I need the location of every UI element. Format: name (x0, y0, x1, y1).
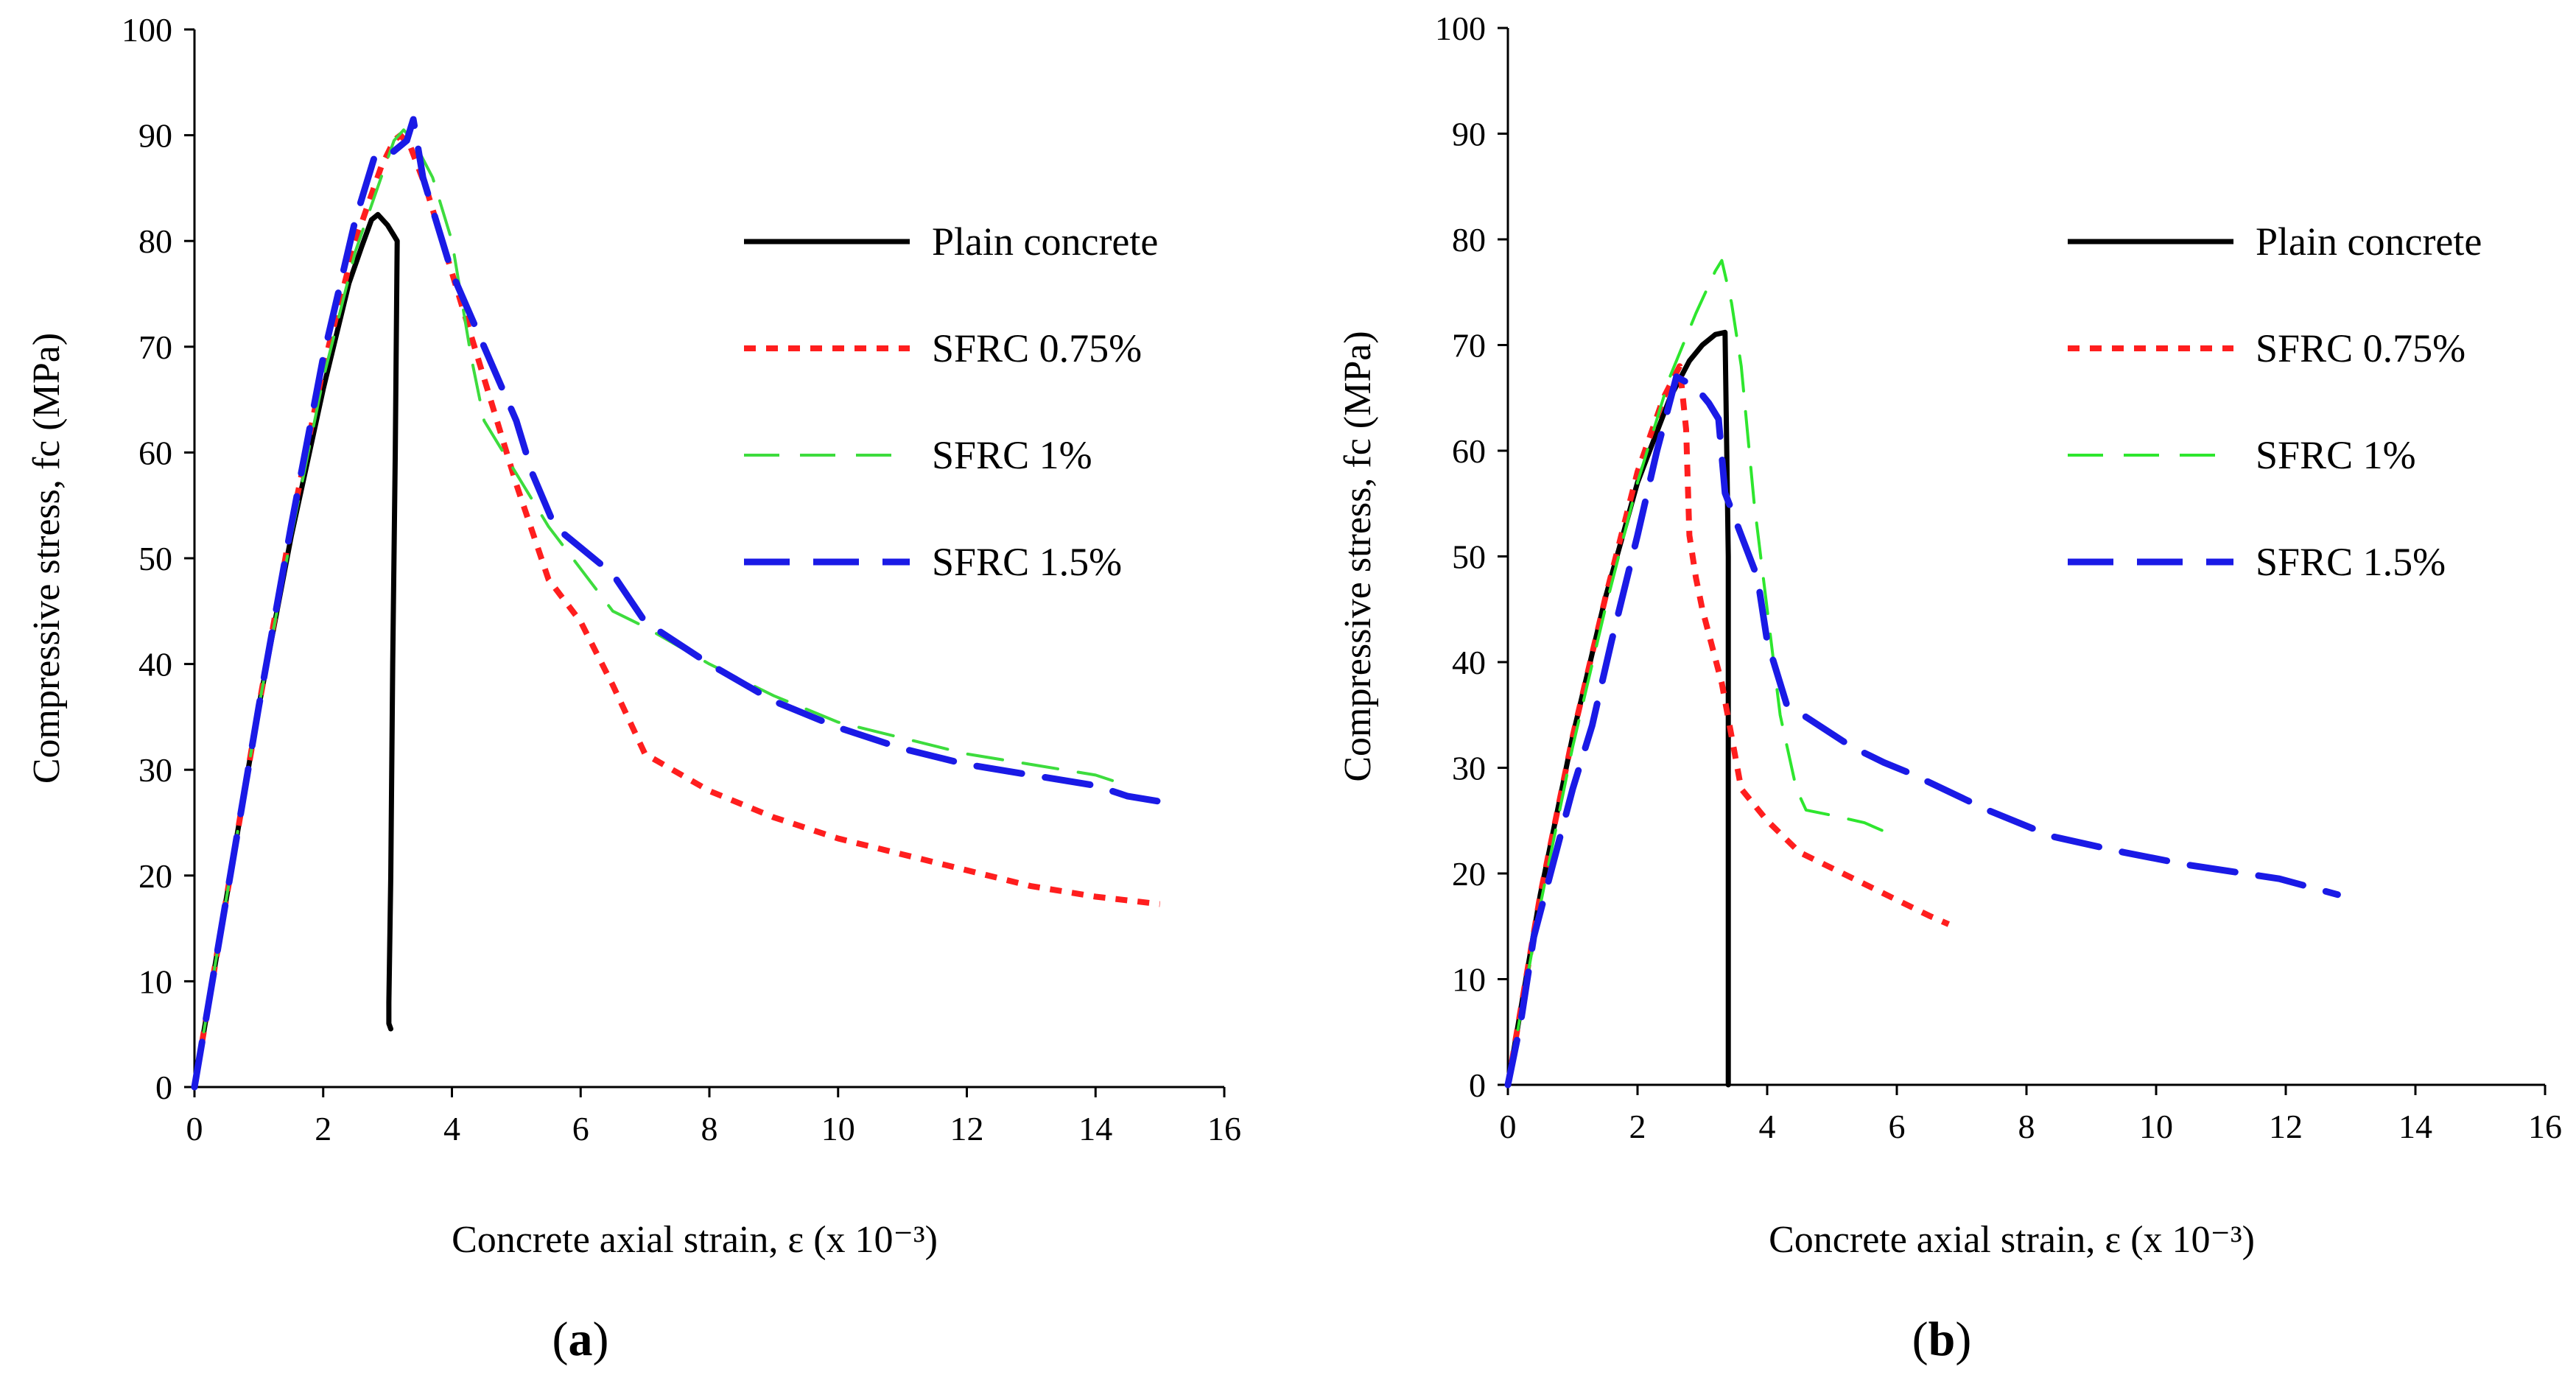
y-tick-label: 10 (1452, 961, 1486, 999)
series-line-sfrc-1-5- (1504, 373, 2341, 1089)
y-tick-label: 90 (138, 117, 172, 155)
panel-label: (a) (552, 1312, 609, 1366)
y-tick-label: 80 (1452, 221, 1486, 259)
series-line-plain-concrete (1505, 329, 1731, 1088)
y-tick-label: 10 (138, 963, 172, 1000)
x-tick-label: 14 (2398, 1108, 2432, 1145)
x-tick-label: 2 (315, 1110, 331, 1147)
y-tick-label: 40 (138, 646, 172, 683)
y-tick-label: 60 (138, 434, 172, 471)
x-tick-label: 0 (1500, 1108, 1517, 1145)
series-line-sfrc-0-75- (1505, 363, 1950, 1086)
y-tick-label: 50 (138, 540, 172, 577)
x-tick-label: 12 (2269, 1108, 2303, 1145)
x-tick-label: 4 (1759, 1108, 1776, 1145)
x-tick-label: 2 (1629, 1108, 1646, 1145)
x-tick-label: 4 (443, 1110, 460, 1147)
y-tick-label: 20 (1452, 855, 1486, 893)
y-tick-label: 90 (1452, 116, 1486, 153)
chart-panel-b: 0 10 20 30 40 50 60 70 80 90 100 0 2 4 6 8 10 12 14 16 Compr… (1337, 10, 2562, 1366)
x-tick-label: 10 (2139, 1108, 2173, 1145)
x-axis-title: Concrete axial strain, ε (x 10⁻³) (452, 1219, 938, 1261)
y-tick-label: 100 (1435, 10, 1486, 47)
y-tick-label: 0 (155, 1069, 172, 1106)
y-tick-label: 70 (1452, 327, 1486, 365)
x-tick-label: 14 (1078, 1110, 1112, 1147)
x-tick-label: 6 (1889, 1108, 1906, 1145)
y-tick-label: 100 (122, 11, 172, 49)
y-axis-title: Compressive stress, fc (MPa) (26, 333, 68, 784)
y-tick-label: 60 (1452, 432, 1486, 470)
y-tick-label: 40 (1452, 644, 1486, 681)
legend-label: Plain concrete (932, 219, 1158, 264)
x-tick-label: 8 (701, 1110, 718, 1147)
y-tick-label: 30 (1452, 750, 1486, 787)
x-tick-label: 12 (950, 1110, 984, 1147)
y-tick-label: 30 (138, 751, 172, 789)
y-axis-title: Compressive stress, fc (MPa) (1337, 331, 1379, 781)
x-tick-label: 10 (821, 1110, 855, 1147)
y-tick-label: 50 (1452, 538, 1486, 576)
y-tick-label: 0 (1469, 1066, 1486, 1104)
legend-label: SFRC 0.75% (932, 326, 1142, 370)
legend-label: Plain concrete (2256, 219, 2482, 264)
x-tick-label: 16 (1207, 1110, 1241, 1147)
legend-label: SFRC 1% (932, 433, 1092, 477)
panel-label: (b) (1912, 1312, 1972, 1366)
series-line-plain-concrete (192, 211, 400, 1090)
chart-panel-a: 0 10 20 30 40 50 60 70 80 90 100 0 2 4 6 8 10 12 14 16 Compr… (26, 11, 1241, 1366)
legend-label: SFRC 1.5% (932, 540, 1122, 584)
series-line-sfrc-1- (193, 128, 1129, 1089)
x-axis-title: Concrete axial strain, ε (x 10⁻³) (1769, 1219, 2255, 1261)
legend-label: SFRC 0.75% (2256, 326, 2466, 370)
x-tick-label: 8 (2018, 1108, 2035, 1145)
series-line-sfrc-1-5- (191, 116, 1164, 1091)
y-tick-label: 70 (138, 328, 172, 366)
legend-label: SFRC 1.5% (2256, 540, 2446, 584)
legend-label: SFRC 1% (2256, 433, 2416, 477)
x-tick-label: 6 (572, 1110, 589, 1147)
y-tick-label: 20 (138, 857, 172, 895)
series-line-sfrc-1- (1506, 259, 1886, 1086)
x-tick-label: 16 (2528, 1108, 2562, 1145)
y-tick-label: 80 (138, 222, 172, 260)
x-tick-label: 0 (186, 1110, 203, 1147)
series-line-sfrc-0-75- (192, 132, 1161, 1088)
